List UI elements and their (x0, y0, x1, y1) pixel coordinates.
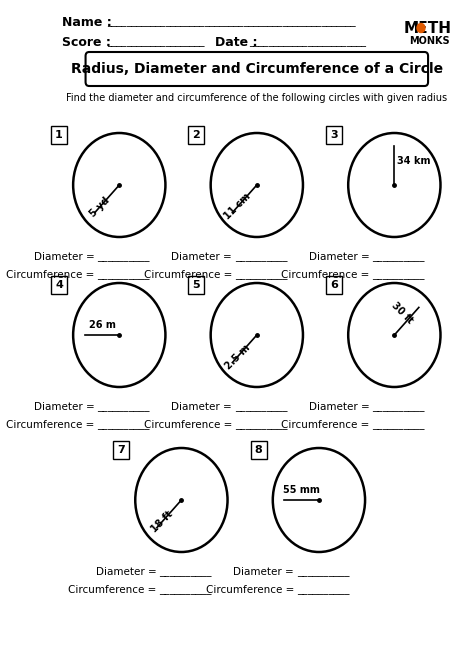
Text: Diameter =: Diameter = (233, 567, 294, 577)
Text: __________: __________ (97, 402, 150, 412)
Text: Circumference =: Circumference = (206, 585, 294, 595)
FancyBboxPatch shape (113, 441, 129, 459)
Text: __________: __________ (372, 420, 425, 430)
FancyBboxPatch shape (189, 126, 204, 144)
Text: 5: 5 (192, 280, 201, 290)
Text: Date :: Date : (215, 36, 257, 48)
Text: __________: __________ (372, 402, 425, 412)
Text: 8: 8 (255, 445, 263, 455)
Text: __________: __________ (159, 567, 212, 577)
FancyBboxPatch shape (326, 126, 342, 144)
Text: 26 m: 26 m (89, 320, 116, 330)
Text: ___________________________________________________: ________________________________________… (107, 17, 356, 27)
Text: Circumference =: Circumference = (68, 585, 156, 595)
FancyBboxPatch shape (326, 276, 342, 294)
Text: Circumference =: Circumference = (6, 420, 94, 430)
FancyBboxPatch shape (51, 276, 67, 294)
Text: Circumference =: Circumference = (144, 270, 232, 280)
Text: ________________________: ________________________ (249, 37, 366, 47)
Text: ____________________: ____________________ (107, 37, 204, 47)
Text: __________: __________ (235, 252, 287, 262)
Text: Find the diameter and circumference of the following circles with given radius: Find the diameter and circumference of t… (66, 93, 447, 103)
Text: MONKS: MONKS (410, 36, 450, 46)
Text: 4: 4 (55, 280, 63, 290)
Text: 1: 1 (55, 130, 63, 140)
Text: Circumference =: Circumference = (6, 270, 94, 280)
Text: __________: __________ (235, 420, 287, 430)
Text: 11 cm: 11 cm (222, 192, 253, 222)
Text: 18 ft: 18 ft (149, 509, 175, 535)
FancyBboxPatch shape (86, 52, 428, 86)
Text: Diameter =: Diameter = (171, 402, 232, 412)
Text: Name :: Name : (63, 15, 112, 29)
Text: __________: __________ (372, 270, 425, 280)
Text: __________: __________ (159, 585, 212, 595)
FancyBboxPatch shape (251, 441, 266, 459)
Text: 34 km: 34 km (397, 155, 430, 165)
Text: Score :: Score : (63, 36, 111, 48)
Text: __________: __________ (372, 252, 425, 262)
Text: Diameter =: Diameter = (34, 252, 94, 262)
Text: 30 ft: 30 ft (390, 301, 415, 326)
Text: Circumference =: Circumference = (281, 420, 370, 430)
Text: __________: __________ (235, 402, 287, 412)
Circle shape (417, 23, 425, 33)
Text: Diameter =: Diameter = (96, 567, 156, 577)
Text: 7: 7 (117, 445, 125, 455)
Text: Diameter =: Diameter = (309, 252, 370, 262)
Text: Diameter =: Diameter = (34, 402, 94, 412)
Text: MΞTH: MΞTH (404, 21, 452, 36)
Text: 3: 3 (330, 130, 338, 140)
Text: 2.5 m: 2.5 m (223, 342, 252, 371)
Text: Circumference =: Circumference = (144, 420, 232, 430)
Text: __________: __________ (97, 420, 150, 430)
FancyBboxPatch shape (51, 126, 67, 144)
Text: __________: __________ (297, 567, 349, 577)
Text: 55 mm: 55 mm (283, 485, 320, 495)
Text: __________: __________ (297, 585, 349, 595)
FancyBboxPatch shape (189, 276, 204, 294)
Text: A: A (417, 23, 425, 33)
Text: Diameter =: Diameter = (171, 252, 232, 262)
Text: 5 yd: 5 yd (88, 195, 112, 218)
Text: __________: __________ (97, 270, 150, 280)
Text: 6: 6 (330, 280, 338, 290)
Text: __________: __________ (97, 252, 150, 262)
Text: Radius, Diameter and Circumference of a Circle: Radius, Diameter and Circumference of a … (71, 62, 443, 76)
Text: 2: 2 (192, 130, 201, 140)
Text: Diameter =: Diameter = (309, 402, 370, 412)
Text: Circumference =: Circumference = (281, 270, 370, 280)
Text: __________: __________ (235, 270, 287, 280)
